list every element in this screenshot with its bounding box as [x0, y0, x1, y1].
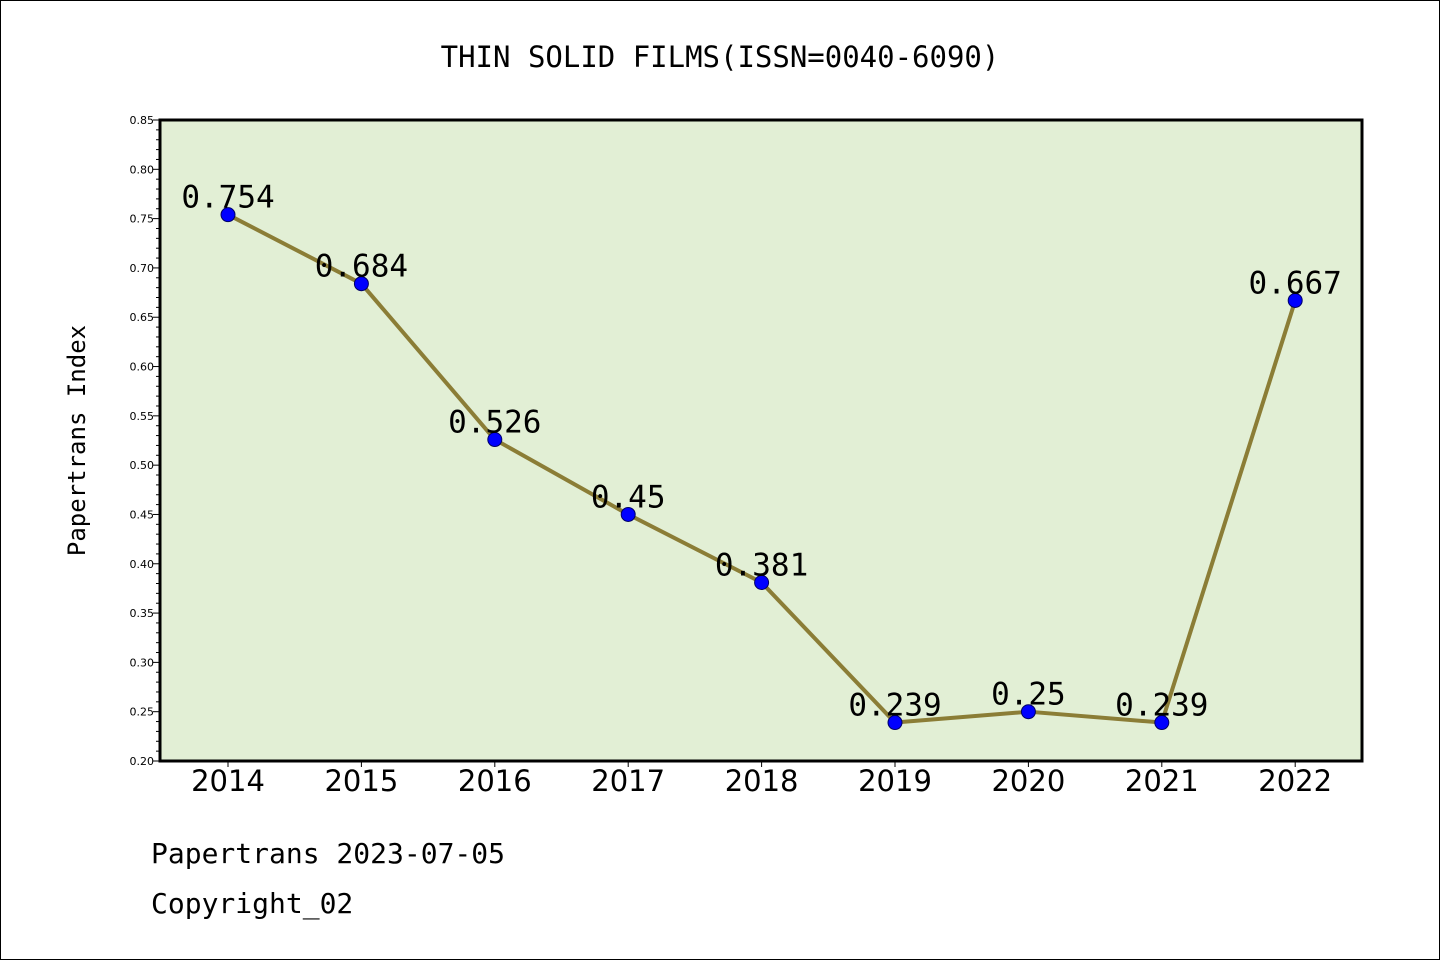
data-label: 0.45 [591, 479, 666, 515]
y-tick-label: 0.20 [130, 755, 155, 768]
data-point [1154, 715, 1170, 731]
data-point [620, 506, 636, 522]
data-label: 0.239 [848, 688, 941, 724]
footer-date: Papertrans 2023-07-05 [151, 837, 506, 870]
chart-title: THIN SOLID FILMS(ISSN=0040-6090) [441, 40, 1000, 74]
x-tick-label: 2019 [858, 764, 932, 798]
x-tick-label: 2020 [991, 764, 1065, 798]
y-tick-label: 0.40 [130, 558, 155, 571]
data-label: 0.381 [715, 548, 808, 584]
y-tick-label: 0.80 [130, 163, 155, 176]
data-label: 0.239 [1115, 688, 1208, 724]
y-tick-label: 0.45 [130, 508, 155, 521]
plot-area [160, 120, 1362, 761]
x-tick-label: 2022 [1258, 764, 1332, 798]
plot-border [158, 118, 1364, 763]
y-tick-label: 0.70 [130, 262, 155, 275]
data-point [754, 575, 770, 591]
y-tick-label: 0.55 [130, 410, 155, 423]
y-tick-label: 0.35 [130, 607, 155, 620]
y-tick-label: 0.85 [130, 114, 155, 127]
y-tick-label: 0.75 [130, 213, 155, 226]
x-tick-label: 2014 [191, 764, 265, 798]
data-point [220, 207, 236, 223]
y-tick-label: 0.60 [130, 361, 155, 374]
data-point [887, 715, 903, 731]
data-label: 0.754 [181, 180, 274, 216]
y-tick-label: 0.65 [130, 311, 155, 324]
data-point [353, 276, 369, 292]
y-axis-label: Papertrans Index [63, 325, 91, 556]
x-tick-label: 2015 [324, 764, 398, 798]
data-label: 0.526 [448, 405, 541, 441]
y-tick-label: 0.50 [130, 459, 155, 472]
y-tick-label: 0.25 [130, 706, 155, 719]
data-point [487, 432, 503, 448]
data-label: 0.684 [315, 249, 408, 285]
x-tick-label: 2017 [591, 764, 665, 798]
x-tick-label: 2018 [725, 764, 799, 798]
y-tick-label: 0.30 [130, 656, 155, 669]
data-point [1287, 292, 1303, 308]
footer-copyright: Copyright_02 [151, 887, 354, 920]
data-point [1020, 704, 1036, 720]
x-tick-label: 2016 [458, 764, 532, 798]
data-label: 0.667 [1249, 265, 1342, 301]
x-tick-label: 2021 [1125, 764, 1199, 798]
data-label: 0.25 [991, 677, 1066, 713]
